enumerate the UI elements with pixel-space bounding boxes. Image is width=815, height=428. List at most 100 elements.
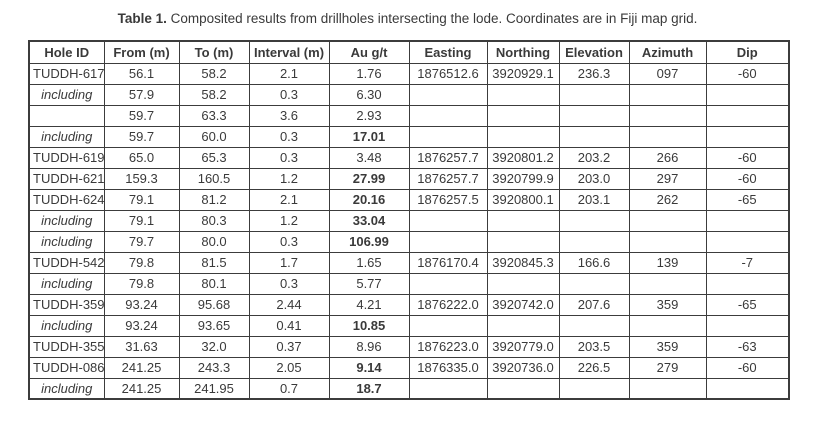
data-cell: 32.0 <box>178 335 250 358</box>
data-cell <box>705 209 790 232</box>
data-cell: 57.9 <box>103 83 180 106</box>
hole-id-cell: including <box>28 272 105 295</box>
hole-id-cell: including <box>28 209 105 232</box>
data-cell <box>705 272 790 295</box>
data-cell: 3920800.1 <box>486 188 560 211</box>
data-cell: 1876257.7 <box>408 146 488 169</box>
data-cell: 1876257.7 <box>408 167 488 190</box>
data-cell <box>628 230 707 253</box>
data-cell: 27.99 <box>328 167 410 190</box>
column-header-azimuth: Azimuth <box>628 40 707 64</box>
data-cell: 2.1 <box>248 188 330 211</box>
column-header-northing: Northing <box>486 40 560 64</box>
data-cell: 1.2 <box>248 167 330 190</box>
data-cell: 79.1 <box>103 209 180 232</box>
data-cell: 10.85 <box>328 314 410 337</box>
data-cell: 097 <box>628 62 707 85</box>
data-cell: 80.0 <box>178 230 250 253</box>
data-cell: 80.1 <box>178 272 250 295</box>
data-cell: 56.1 <box>103 62 180 85</box>
data-cell <box>408 230 488 253</box>
table-row: TUDDH-617 56.1 58.2 2.1 1.76 1876512.6 3920929… <box>28 62 790 85</box>
data-cell: 79.1 <box>103 188 180 211</box>
data-cell <box>628 125 707 148</box>
data-cell <box>558 230 630 253</box>
data-cell: 1.2 <box>248 209 330 232</box>
data-cell: -63 <box>705 335 790 358</box>
data-cell: 95.68 <box>178 293 250 316</box>
data-cell: 0.3 <box>248 83 330 106</box>
data-cell: 0.3 <box>248 125 330 148</box>
data-cell <box>408 104 488 127</box>
data-cell <box>705 314 790 337</box>
table-row: TUDDH-624 79.1 81.2 2.1 20.16 1876257.5 392080… <box>28 188 790 211</box>
data-cell: 65.0 <box>103 146 180 169</box>
table-row: including 93.24 93.65 0.41 10.85 <box>28 314 790 337</box>
data-cell <box>558 104 630 127</box>
data-cell <box>705 104 790 127</box>
data-cell: 93.65 <box>178 314 250 337</box>
data-cell: 241.25 <box>103 356 180 379</box>
hole-id-cell: including <box>28 125 105 148</box>
table-row: TUDDH-621 159.3 160.5 1.2 27.99 1876257.7 3920… <box>28 167 790 190</box>
data-cell: 3920845.3 <box>486 251 560 274</box>
table-header-row: Hole ID From (m) To (m) Interval (m) Au g/t E… <box>28 40 790 64</box>
data-cell <box>408 125 488 148</box>
hole-id-cell: TUDDH-355 <box>28 335 105 358</box>
column-header-hole-id: Hole ID <box>28 40 105 64</box>
data-cell <box>558 209 630 232</box>
data-cell <box>628 314 707 337</box>
data-cell: 1.65 <box>328 251 410 274</box>
data-cell <box>486 125 560 148</box>
data-cell: 58.2 <box>178 62 250 85</box>
data-cell: 203.1 <box>558 188 630 211</box>
data-cell: 79.7 <box>103 230 180 253</box>
data-cell: 106.99 <box>328 230 410 253</box>
data-cell: 93.24 <box>103 293 180 316</box>
data-cell: 1876257.5 <box>408 188 488 211</box>
drillhole-results-table: Hole ID From (m) To (m) Interval (m) Au g/t E… <box>28 40 790 400</box>
data-cell: 159.3 <box>103 167 180 190</box>
data-cell: 59.7 <box>103 125 180 148</box>
data-cell: 2.93 <box>328 104 410 127</box>
table-row: including 241.25 241.95 0.7 18.7 <box>28 377 790 400</box>
data-cell <box>486 209 560 232</box>
data-cell: 59.7 <box>103 104 180 127</box>
data-cell <box>705 83 790 106</box>
data-cell: 279 <box>628 356 707 379</box>
table-row: TUDDH-355 31.63 32.0 0.37 8.96 1876223.0 39207… <box>28 335 790 358</box>
data-cell: 1876223.0 <box>408 335 488 358</box>
data-cell: 166.6 <box>558 251 630 274</box>
data-cell: 0.37 <box>248 335 330 358</box>
data-cell: 5.77 <box>328 272 410 295</box>
data-cell <box>486 83 560 106</box>
hole-id-cell: TUDDH-086 <box>28 356 105 379</box>
data-cell: 241.25 <box>103 377 180 400</box>
data-cell: 4.21 <box>328 293 410 316</box>
hole-id-cell: including <box>28 230 105 253</box>
data-cell: 139 <box>628 251 707 274</box>
data-cell: 65.3 <box>178 146 250 169</box>
data-cell <box>408 83 488 106</box>
data-cell: -7 <box>705 251 790 274</box>
data-cell: 0.3 <box>248 272 330 295</box>
data-cell <box>408 377 488 400</box>
data-cell: 1.7 <box>248 251 330 274</box>
data-cell: 3920801.2 <box>486 146 560 169</box>
data-cell: 3920742.0 <box>486 293 560 316</box>
column-header-au-g-t: Au g/t <box>328 40 410 64</box>
hole-id-cell: TUDDH-617 <box>28 62 105 85</box>
table-row: including 59.7 60.0 0.3 17.01 <box>28 125 790 148</box>
data-cell: 60.0 <box>178 125 250 148</box>
data-cell: 80.3 <box>178 209 250 232</box>
data-cell <box>558 125 630 148</box>
data-cell: 226.5 <box>558 356 630 379</box>
data-cell: 17.01 <box>328 125 410 148</box>
data-cell: -60 <box>705 356 790 379</box>
data-cell <box>705 377 790 400</box>
table-row: TUDDH-359 93.24 95.68 2.44 4.21 1876222.0 3920… <box>28 293 790 316</box>
data-cell: 2.1 <box>248 62 330 85</box>
column-header-easting: Easting <box>408 40 488 64</box>
data-cell: 359 <box>628 293 707 316</box>
data-cell: 1876512.6 <box>408 62 488 85</box>
